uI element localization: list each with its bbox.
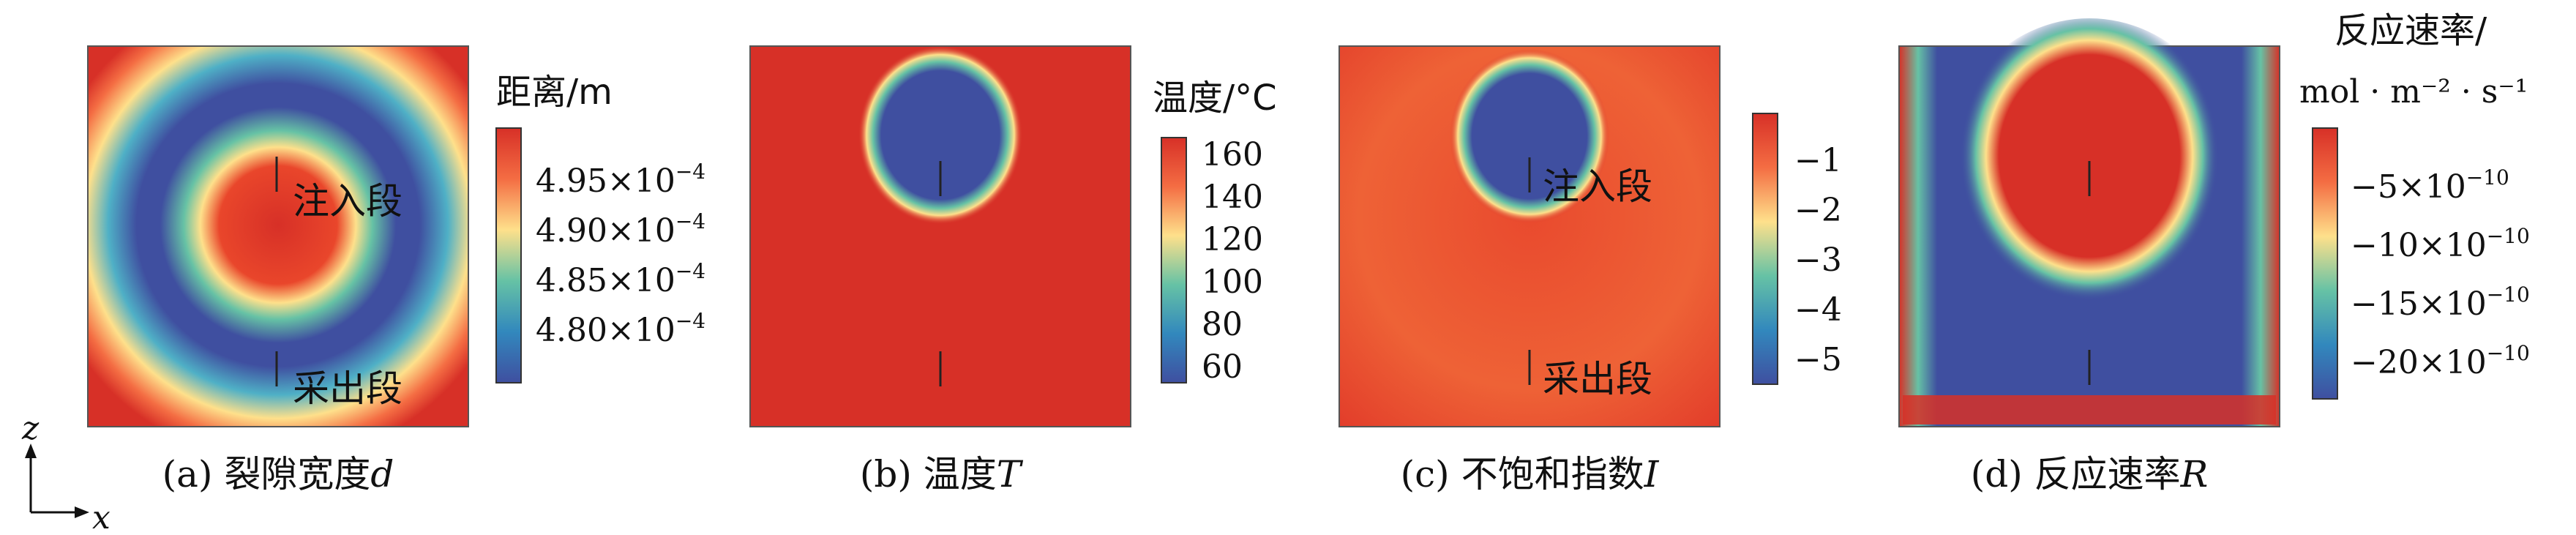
colorbar-ticks-b: 160 140 120 100 80 60 xyxy=(1202,136,1263,386)
colorbar-title-d-line2: mol · m⁻² · s⁻¹ xyxy=(2299,73,2528,111)
tick-label: −15×10−10 xyxy=(2351,283,2530,323)
tick-label: 4.80×10−4 xyxy=(536,309,705,349)
colorbar-title-d-line1: 反应速率/ xyxy=(2334,10,2487,51)
tick-label: 4.85×10−4 xyxy=(536,259,705,299)
tick-label: 100 xyxy=(1202,263,1263,301)
tick-label: 4.90×10−4 xyxy=(536,209,705,250)
axes-indicator: z x xyxy=(21,410,111,535)
colorbar-c xyxy=(1752,113,1778,385)
tick-label: 4.95×10−4 xyxy=(536,160,705,200)
tick-label: −2 xyxy=(1794,192,1842,229)
tick-label: −5 xyxy=(1794,341,1842,378)
panel-d: 反应速率/ mol · m⁻² · s⁻¹ −5×10−10 −10×10−10… xyxy=(1898,10,2530,495)
colorbar-b xyxy=(1161,137,1187,384)
colorbar-title-a: 距离/m xyxy=(496,72,613,113)
tick-label: −3 xyxy=(1794,242,1842,279)
z-arrowhead xyxy=(25,444,37,458)
z-axis-label: z xyxy=(21,410,40,447)
panel-c: 注入段 采出段 −1 −2 −3 −4 −5 (c) 不饱和指数I xyxy=(1338,44,1842,495)
tick-label: 80 xyxy=(1202,306,1243,343)
colorbar-title-b: 温度/°C xyxy=(1153,78,1277,119)
tick-label: 160 xyxy=(1202,136,1263,173)
field-map-d-bottom xyxy=(1903,395,2276,424)
colorbar-d xyxy=(2312,127,2338,400)
colorbar-ticks-a: 4.95×10−4 4.90×10−4 4.85×10−4 4.80×10−4 xyxy=(536,160,705,349)
tick-label: −4 xyxy=(1794,291,1842,329)
tick-label: 120 xyxy=(1202,221,1263,258)
tick-label: −5×10−10 xyxy=(2351,165,2509,206)
annotation-production-a: 采出段 xyxy=(293,367,402,410)
panel-a: 注入段 采出段 距离/m 4.95×10−4 4.90×10−4 4.85×10… xyxy=(87,45,705,495)
annotation-injection-c: 注入段 xyxy=(1543,165,1652,208)
colorbar-a xyxy=(495,127,522,384)
colorbar-ticks-c: −1 −2 −3 −4 −5 xyxy=(1794,142,1842,378)
caption-a: (a) 裂隙宽度d xyxy=(162,453,394,495)
x-arrowhead xyxy=(75,506,89,518)
caption-b: (b) 温度T xyxy=(860,453,1024,495)
tick-label: 140 xyxy=(1202,179,1263,216)
tick-label: −1 xyxy=(1794,142,1842,179)
tick-label: −10×10−10 xyxy=(2351,224,2530,264)
x-axis-label: x xyxy=(92,499,111,535)
field-map-a xyxy=(87,45,469,427)
caption-d: (d) 反应速率R xyxy=(1971,453,2209,495)
colorbar-ticks-d: −5×10−10 −10×10−10 −15×10−10 −20×10−10 xyxy=(2351,165,2530,381)
panel-b: 温度/°C 160 140 120 100 80 60 (b) 温度T xyxy=(749,40,1277,495)
annotation-injection-a: 注入段 xyxy=(293,180,402,222)
tick-label: −20×10−10 xyxy=(2351,341,2530,381)
tick-label: 60 xyxy=(1202,348,1243,386)
annotation-production-c: 采出段 xyxy=(1543,358,1652,400)
caption-c: (c) 不饱和指数I xyxy=(1401,453,1660,495)
